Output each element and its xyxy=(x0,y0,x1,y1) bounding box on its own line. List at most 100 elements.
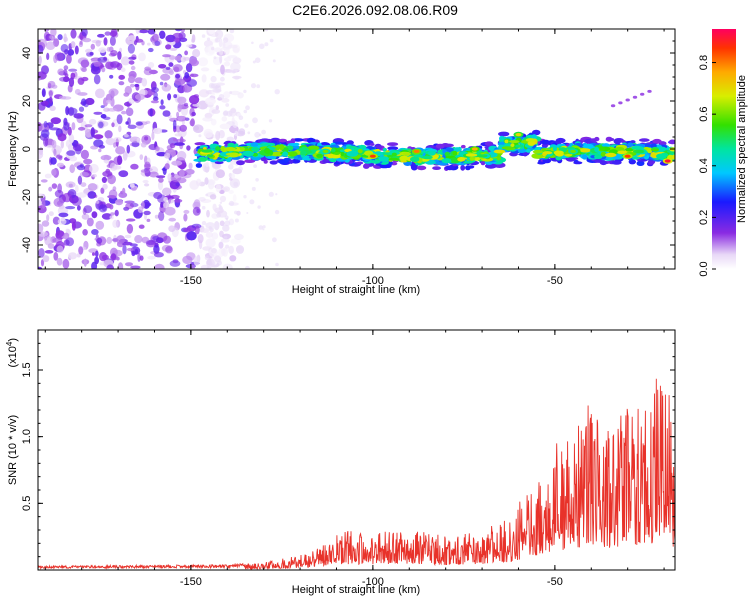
band-blob xyxy=(357,149,363,154)
noise-blob xyxy=(110,50,118,57)
bright-spot xyxy=(624,154,631,158)
noise-blob xyxy=(167,173,172,182)
noise-blob xyxy=(143,68,153,76)
noise-blob xyxy=(218,241,224,249)
noise-blob xyxy=(41,199,46,209)
noise-blob xyxy=(73,113,84,119)
band-blob xyxy=(444,165,455,171)
noise-blob xyxy=(71,122,76,131)
noise-blob xyxy=(175,138,186,143)
noise-blob xyxy=(57,68,65,76)
noise-blob xyxy=(158,64,167,69)
noise-dot xyxy=(206,37,211,41)
noise-dot xyxy=(254,131,261,138)
noise-blob xyxy=(156,175,166,179)
noise-blob xyxy=(64,49,69,55)
bright-spot xyxy=(369,154,376,158)
noise-blob xyxy=(170,173,182,183)
band-blob xyxy=(537,161,545,165)
noise-blob xyxy=(83,158,93,165)
noise-blob xyxy=(163,235,171,244)
noise-blob xyxy=(68,77,75,87)
noise-blob xyxy=(83,258,87,267)
band-blob xyxy=(465,153,478,157)
noise-blob xyxy=(93,194,98,198)
band-blob xyxy=(532,149,544,154)
noise-blob xyxy=(175,182,181,187)
noise-blob xyxy=(174,125,182,133)
noise-blob xyxy=(104,130,113,139)
noise-blob xyxy=(183,213,188,222)
noise-blob xyxy=(173,137,177,142)
noise-dot xyxy=(259,43,265,50)
noise-dot xyxy=(254,57,261,63)
noise-blob xyxy=(109,215,114,220)
noise-dot xyxy=(211,248,217,254)
band-blob xyxy=(378,156,389,162)
noise-blob xyxy=(75,144,82,155)
band-blob xyxy=(427,150,436,156)
noise-blob xyxy=(186,145,191,151)
band-blob xyxy=(517,148,527,154)
noise-blob xyxy=(153,252,164,258)
noise-blob xyxy=(78,41,83,48)
band-blob xyxy=(493,149,506,154)
noise-blob xyxy=(80,182,87,188)
noise-blob xyxy=(67,107,78,116)
noise-blob xyxy=(69,156,78,162)
band-blob xyxy=(287,143,298,147)
colorbar-tick-label: 0.8 xyxy=(698,55,710,70)
noise-blob xyxy=(95,250,99,258)
noise-blob xyxy=(186,252,196,261)
noise-blob xyxy=(183,57,191,61)
noise-blob xyxy=(99,262,105,266)
noise-blob xyxy=(221,248,226,257)
noise-dot xyxy=(244,123,249,128)
band-blob xyxy=(206,154,214,158)
band-blob xyxy=(289,159,294,164)
noise-blob xyxy=(176,115,187,122)
noise-blob xyxy=(44,235,53,246)
noise-blob xyxy=(93,134,104,140)
band-blob xyxy=(244,159,256,163)
noise-blob xyxy=(204,97,216,105)
band-blob xyxy=(631,145,642,150)
snr-scale-label: (x104) xyxy=(5,338,19,368)
noise-dot xyxy=(264,42,269,47)
heatmap-axes: -150 -100 -50 -40 -20 0 20 40 xyxy=(21,28,675,287)
noise-blob xyxy=(191,111,196,117)
band-blob xyxy=(307,145,320,151)
band-blob xyxy=(300,150,307,156)
band-blob xyxy=(346,140,354,145)
noise-blob xyxy=(127,44,135,54)
noise-blob xyxy=(128,76,135,84)
noise-blob xyxy=(215,184,222,193)
noise-blob xyxy=(134,235,143,244)
y-tick-label: 40 xyxy=(21,47,33,59)
noise-blob xyxy=(189,95,200,105)
noise-blob xyxy=(77,92,88,96)
noise-blob xyxy=(204,177,209,185)
noise-blob xyxy=(82,229,88,236)
noise-blob xyxy=(57,34,63,41)
noise-dot xyxy=(245,105,250,111)
noise-blob xyxy=(198,197,206,202)
band-blob xyxy=(625,148,634,152)
band-blob xyxy=(638,138,650,142)
noise-blob xyxy=(173,198,183,203)
noise-blob xyxy=(125,202,134,210)
noise-dot xyxy=(224,215,229,220)
noise-blob xyxy=(49,127,60,131)
x-tick-label: -150 xyxy=(180,576,202,588)
noise-blob xyxy=(219,54,223,64)
band-blob xyxy=(656,153,667,159)
noise-blob xyxy=(38,149,44,160)
noise-blob xyxy=(85,128,92,138)
band-blob xyxy=(510,143,515,148)
noise-blob xyxy=(141,78,148,87)
band-blob xyxy=(251,156,261,161)
noise-blob xyxy=(102,170,113,177)
noise-blob xyxy=(223,57,232,62)
band-blob xyxy=(410,156,420,163)
noise-blob xyxy=(109,204,114,210)
